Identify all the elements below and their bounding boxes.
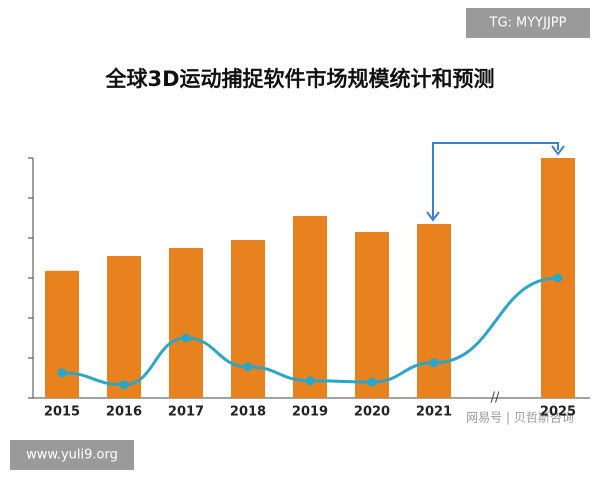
x-tick-label: 2025: [540, 405, 576, 420]
point: [119, 380, 129, 390]
point: [243, 362, 253, 372]
bar: [355, 232, 389, 398]
source-watermark: 网易号 | 贝哲斯咨询: [466, 410, 574, 425]
bracket-arrows: [426, 145, 565, 222]
bar: [417, 224, 451, 398]
bar: [107, 256, 141, 398]
bar: [45, 270, 79, 398]
point: [181, 333, 191, 343]
line: [61, 276, 559, 387]
x-tick-label: 2021: [416, 405, 452, 420]
bar: [231, 240, 265, 398]
x-tick-label: 2020: [354, 405, 390, 420]
bar: [169, 248, 203, 398]
x-tick-label: 2018: [230, 405, 266, 420]
x-tick-label: 2016: [106, 405, 142, 420]
chart-title: 全球3D运动捕捉软件市场规模统计和预测: [104, 67, 494, 91]
watermark: www.yuli9.org: [26, 448, 118, 463]
point: [305, 376, 315, 386]
x-tick-label: 2019: [292, 405, 328, 420]
point: [553, 273, 563, 283]
point: [367, 377, 377, 387]
watermark-box: [10, 440, 134, 470]
x-tick-label: 2015: [44, 405, 80, 420]
x-tick-label: 2017: [168, 405, 204, 420]
growth-bracket: [432, 142, 559, 218]
axis-break: //: [491, 391, 500, 406]
watermark: TG: MYYJJPP: [489, 16, 567, 31]
point: [57, 368, 67, 378]
point: [429, 358, 439, 368]
bar: [293, 216, 327, 398]
watermark-box: [466, 8, 590, 38]
